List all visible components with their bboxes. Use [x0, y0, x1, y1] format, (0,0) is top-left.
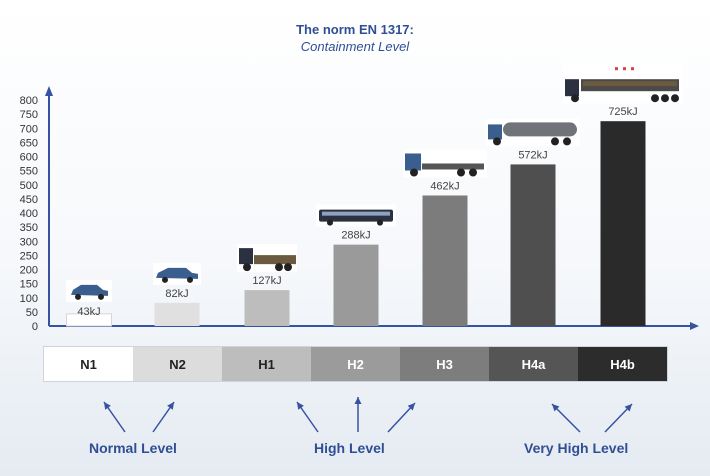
flatbed-truck-icon: [403, 149, 487, 178]
y-tick-label: 750: [20, 109, 38, 121]
y-tick-label: 50: [26, 307, 38, 319]
y-tick-label: 200: [20, 265, 38, 277]
level-arrowhead: [104, 402, 111, 410]
y-tick-label: 250: [20, 250, 38, 262]
y-axis-arrow: [45, 86, 53, 96]
group-label-high: High Level: [314, 440, 385, 456]
bus-icon: [316, 204, 396, 227]
y-tick-label: 450: [20, 194, 38, 206]
x-axis-arrow: [690, 322, 699, 330]
data-label: 462kJ: [430, 180, 459, 192]
y-tick-label: 400: [20, 208, 38, 220]
data-label: 43kJ: [77, 306, 100, 318]
level-arrowhead: [297, 402, 304, 410]
sedan-icon: [153, 262, 201, 285]
data-label: 725kJ: [608, 106, 637, 118]
level-box-h1: H1: [222, 347, 311, 381]
bar-h4b: [600, 121, 646, 326]
y-tick-label: 100: [20, 293, 38, 305]
semi-trailer-icon: [563, 63, 683, 104]
data-label: 572kJ: [518, 149, 547, 161]
y-tick-label: 650: [20, 137, 38, 149]
y-tick-label: 150: [20, 279, 38, 291]
chart-title: The norm EN 1317:: [296, 22, 414, 37]
y-tick-label: 500: [20, 180, 38, 192]
group-label-very-high: Very High Level: [524, 440, 629, 456]
bar-n2: [154, 302, 200, 326]
data-label: 82kJ: [165, 288, 188, 300]
y-tick-label: 0: [32, 321, 38, 333]
bar-h3: [422, 195, 468, 326]
tanker-truck-icon: [486, 118, 580, 147]
y-tick-label: 300: [20, 236, 38, 248]
data-label: 127kJ: [252, 275, 281, 287]
level-box-h3: H3: [400, 347, 489, 381]
level-box-h4b: H4b: [578, 347, 667, 381]
level-arrowhead: [167, 402, 174, 410]
y-tick-label: 800: [20, 95, 38, 107]
bar-h1: [244, 290, 290, 326]
group-label-normal: Normal Level: [89, 440, 177, 456]
y-tick-label: 350: [20, 222, 38, 234]
y-tick-label: 700: [20, 123, 38, 135]
level-arrowhead: [354, 397, 362, 404]
car-icon: [66, 279, 112, 302]
y-tick-label: 600: [20, 152, 38, 164]
y-tick-label: 550: [20, 166, 38, 178]
level-box-h2: H2: [311, 347, 400, 381]
bar-n1: [66, 313, 112, 327]
data-label: 288kJ: [341, 230, 370, 242]
level-box-n1: N1: [44, 347, 133, 381]
small-truck-icon: [237, 244, 297, 273]
level-box-n2: N2: [133, 347, 222, 381]
level-arrowhead: [624, 404, 632, 412]
chart-subtitle: Containment Level: [300, 39, 410, 54]
level-arrowhead: [407, 403, 415, 411]
level-arrowhead: [552, 404, 560, 412]
bar-h4a: [510, 164, 556, 326]
bar-h2: [333, 244, 379, 326]
level-box-h4a: H4a: [489, 347, 578, 381]
